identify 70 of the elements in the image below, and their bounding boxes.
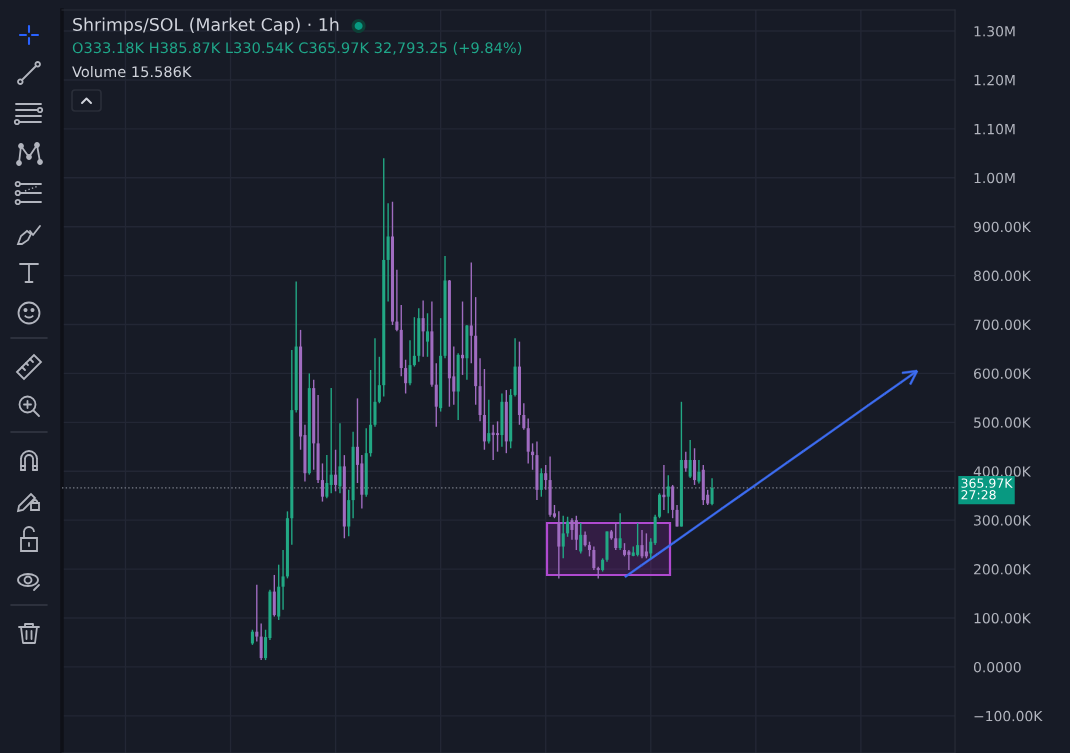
candlestick: [377, 356, 381, 404]
candlestick: [693, 447, 697, 486]
candlestick: [373, 337, 377, 428]
candlestick: [412, 316, 416, 368]
candlestick: [614, 522, 618, 551]
chart-title: Shrimps/SOL (Market Cap) · 1h: [73, 17, 339, 35]
candlestick: [649, 537, 653, 560]
candlestick: [325, 454, 329, 499]
y-tick-label: 600.00K: [974, 368, 1032, 379]
candlestick: [469, 261, 473, 364]
candlestick: [544, 464, 548, 491]
candlestick: [570, 517, 574, 541]
candlestick: [574, 515, 578, 551]
candlestick: [526, 417, 530, 465]
candlestick: [697, 459, 701, 485]
candlestick: [320, 462, 324, 503]
candlestick: [408, 339, 412, 386]
candlestick: [434, 362, 438, 428]
candlestick: [338, 422, 342, 494]
candlestick: [404, 359, 408, 395]
y-tick-label: −100.00K: [974, 710, 1043, 722]
candlestick: [334, 449, 338, 493]
candlestick: [566, 516, 570, 538]
candlestick: [522, 402, 526, 431]
candlestick: [710, 477, 714, 506]
candlestick: [329, 387, 333, 494]
candlestick: [425, 312, 430, 358]
candlestick: [496, 420, 500, 453]
candlestick: [386, 202, 390, 303]
text: O333.18K H385.87K L330.54K C365.97K 32,793.25 (+9.84%): [72, 41, 522, 55]
ref-line-label: 365.97K 27:28: [961, 478, 1013, 500]
candlestick: [395, 269, 399, 333]
y-tick-label: 200.00K: [974, 564, 1032, 575]
candlestick: [579, 522, 583, 555]
candlestick: [618, 512, 622, 551]
y-tick-label: 0.0000: [973, 661, 1021, 673]
candlestick: [644, 532, 648, 560]
candlestick: [421, 299, 425, 358]
y-tick-label: 900.00K: [973, 221, 1032, 233]
candlestick: [281, 549, 285, 611]
candlestick: [666, 474, 670, 515]
y-tick-label: 500.00K: [974, 417, 1032, 428]
y-tick-label: 1.00M: [974, 172, 1015, 184]
candlestick: [539, 467, 543, 498]
candlestick: [675, 504, 679, 528]
y-tick-label: 300.00K: [974, 515, 1032, 526]
candlestick: [461, 300, 465, 376]
candlestick: [531, 442, 535, 471]
candlestick: [671, 484, 675, 519]
candlestick: [688, 439, 692, 479]
candlestick: [487, 399, 491, 445]
candlestick: [627, 549, 631, 571]
candlestick: [561, 515, 565, 560]
candlestick: [255, 584, 259, 643]
y-tick-label: 400.00K: [973, 466, 1032, 477]
y-tick-label: 700.00K: [974, 319, 1032, 330]
annotation: Volume 15.586K: [72, 65, 192, 78]
candlestick: [557, 510, 561, 580]
y-tick-label: 1.30M: [974, 26, 1015, 37]
y-tick-label: 800.00K: [974, 270, 1032, 282]
candlestick: [272, 574, 276, 618]
candlestick: [259, 622, 263, 661]
y-tick-label: 1.10M: [974, 123, 1015, 135]
candlestick: [657, 492, 662, 519]
candlestick: [684, 450, 688, 473]
y-tick-label: 1.20M: [974, 74, 1015, 86]
candlestick: [592, 545, 596, 571]
candlestick: [636, 522, 640, 558]
y-tick-label: 100.00K: [974, 612, 1032, 624]
candlestick: [640, 529, 644, 560]
